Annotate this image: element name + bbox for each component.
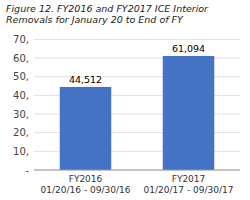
y-tick-label: - — [25, 165, 29, 176]
bar — [60, 87, 112, 170]
y-tick-label: 20, — [13, 127, 29, 138]
title-line: Figure 12. FY2016 and FY2017 ICE Interio… — [6, 3, 209, 14]
y-tick-label: 70, — [13, 34, 29, 45]
y-tick-label: 10, — [13, 146, 29, 157]
grid-line — [34, 170, 240, 171]
data-label: 61,094 — [172, 43, 205, 54]
x-axis-line — [34, 170, 240, 171]
grid-line — [34, 39, 240, 40]
bars — [60, 56, 215, 170]
grid — [34, 39, 240, 170]
x-tick-label-line: 01/20/17 - 09/30/17 — [144, 185, 234, 195]
title: Figure 12. FY2016 and FY2017 ICE Interio… — [6, 3, 209, 25]
y-tick-label: 60, — [13, 53, 29, 64]
bar — [163, 56, 215, 170]
y-tick-label: 40, — [13, 90, 29, 101]
x-tick-label-line: FY2016 — [69, 174, 103, 184]
chart: Figure 12. FY2016 and FY2017 ICE Interio… — [0, 0, 250, 200]
x-tick-label: FY201601/20/16 - 09/30/16 — [41, 174, 131, 195]
y-tick-label: 50, — [13, 71, 29, 82]
title-line: Removals for January 20 to End of FY — [6, 14, 184, 25]
y-tick-label: 30, — [13, 109, 29, 120]
x-tick-label-line: FY2017 — [172, 174, 206, 184]
x-tick-label-line: 01/20/16 - 09/30/16 — [41, 185, 131, 195]
x-tick-label: FY201701/20/17 - 09/30/17 — [144, 174, 234, 195]
data-label: 44,512 — [69, 74, 102, 85]
